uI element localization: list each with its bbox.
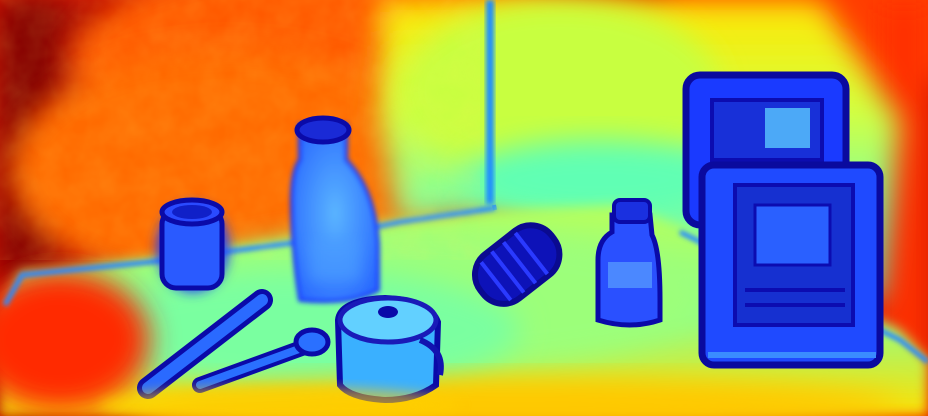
pot-object [334,294,444,404]
screwdriver-object [137,289,273,399]
cylinder-object [471,222,563,307]
bottle-object [289,115,380,304]
mug-object [157,197,229,292]
boxes-object [682,71,884,369]
small-bottle-object [595,198,663,328]
wrench-object [192,327,331,393]
